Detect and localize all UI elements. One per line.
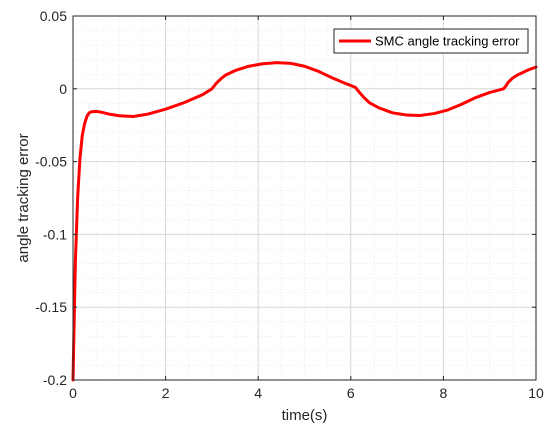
legend: SMC angle tracking error: [333, 28, 529, 54]
x-tick-label: 0: [69, 385, 77, 401]
y-tick-label: -0.2: [43, 372, 67, 388]
y-tick-label: -0.15: [35, 299, 67, 315]
series-line-smc-angle-tracking-error: [71, 61, 538, 382]
legend-entry: SMC angle tracking error: [375, 34, 520, 49]
y-tick-labels: 0.05 0 -0.05 -0.1 -0.15 -0.2: [35, 8, 67, 388]
x-tick-label: 2: [162, 385, 170, 401]
y-tick-label: -0.05: [35, 154, 67, 170]
axis-ticks: [72, 15, 537, 381]
x-tick-label: 8: [440, 385, 448, 401]
x-tick-label: 10: [528, 385, 544, 401]
y-tick-label: -0.1: [43, 226, 67, 242]
x-axis-label: time(s): [282, 407, 328, 424]
x-tick-label: 6: [347, 385, 355, 401]
y-axis-label: angle tracking error: [15, 133, 32, 262]
y-tick-label: 0.05: [40, 8, 67, 24]
y-tick-label: 0: [59, 81, 67, 97]
plot-frame: [72, 15, 537, 381]
x-tick-label: 4: [254, 385, 262, 401]
x-tick-labels: 0 2 4 6 8 10: [69, 385, 544, 401]
series-layer: [71, 61, 538, 382]
